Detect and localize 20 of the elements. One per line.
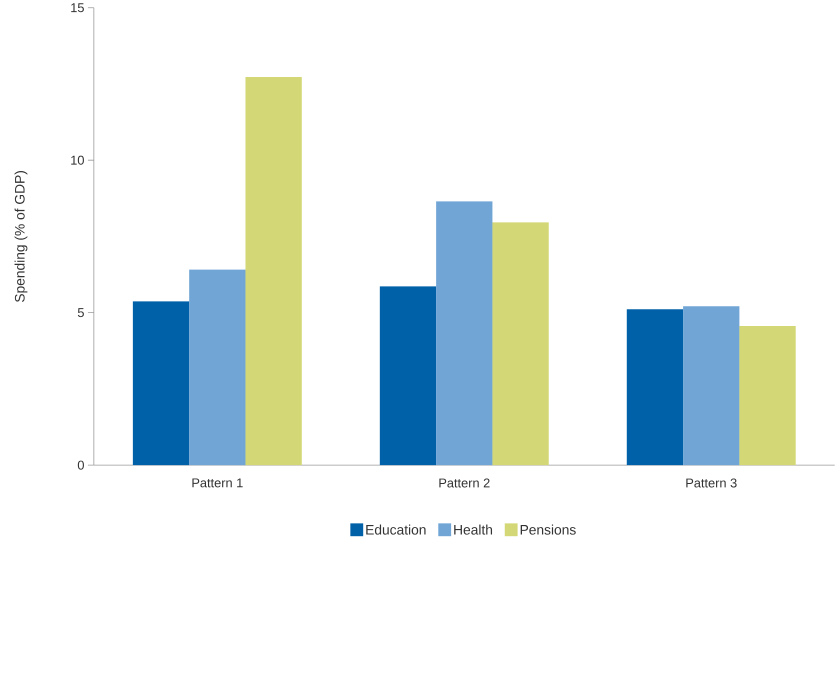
- legend-label: Education: [366, 524, 426, 535]
- bar: [739, 326, 796, 466]
- legend-label: Pensions: [520, 524, 576, 535]
- x-tick-label: Pattern 1: [192, 478, 243, 488]
- y-tick-label: 5: [78, 308, 84, 318]
- y-tick-label: 15: [71, 3, 84, 12]
- bar: [245, 77, 302, 466]
- bar: [626, 309, 684, 466]
- bar: [492, 222, 549, 466]
- bar: [436, 201, 492, 466]
- y-axis-title: Spending (% of GDP): [14, 171, 28, 302]
- bar: [189, 270, 246, 466]
- x-tick-label: Pattern 2: [439, 478, 490, 488]
- y-tick-label: 0: [78, 460, 84, 470]
- y-tick-label: 10: [71, 156, 84, 165]
- bar: [132, 301, 190, 466]
- legend-label: Health: [454, 524, 492, 535]
- bar: [683, 306, 740, 466]
- x-tick-label: Pattern 3: [686, 478, 737, 488]
- bar: [380, 286, 436, 466]
